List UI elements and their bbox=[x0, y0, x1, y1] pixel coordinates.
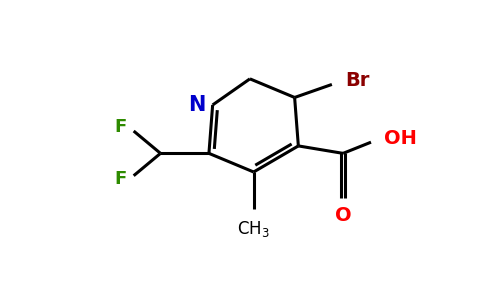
Text: Br: Br bbox=[345, 71, 369, 90]
Text: O: O bbox=[335, 206, 351, 225]
Text: CH$_3$: CH$_3$ bbox=[237, 219, 270, 238]
Text: F: F bbox=[115, 118, 127, 136]
Text: N: N bbox=[189, 95, 206, 115]
Text: F: F bbox=[115, 170, 127, 188]
Text: OH: OH bbox=[384, 129, 417, 148]
